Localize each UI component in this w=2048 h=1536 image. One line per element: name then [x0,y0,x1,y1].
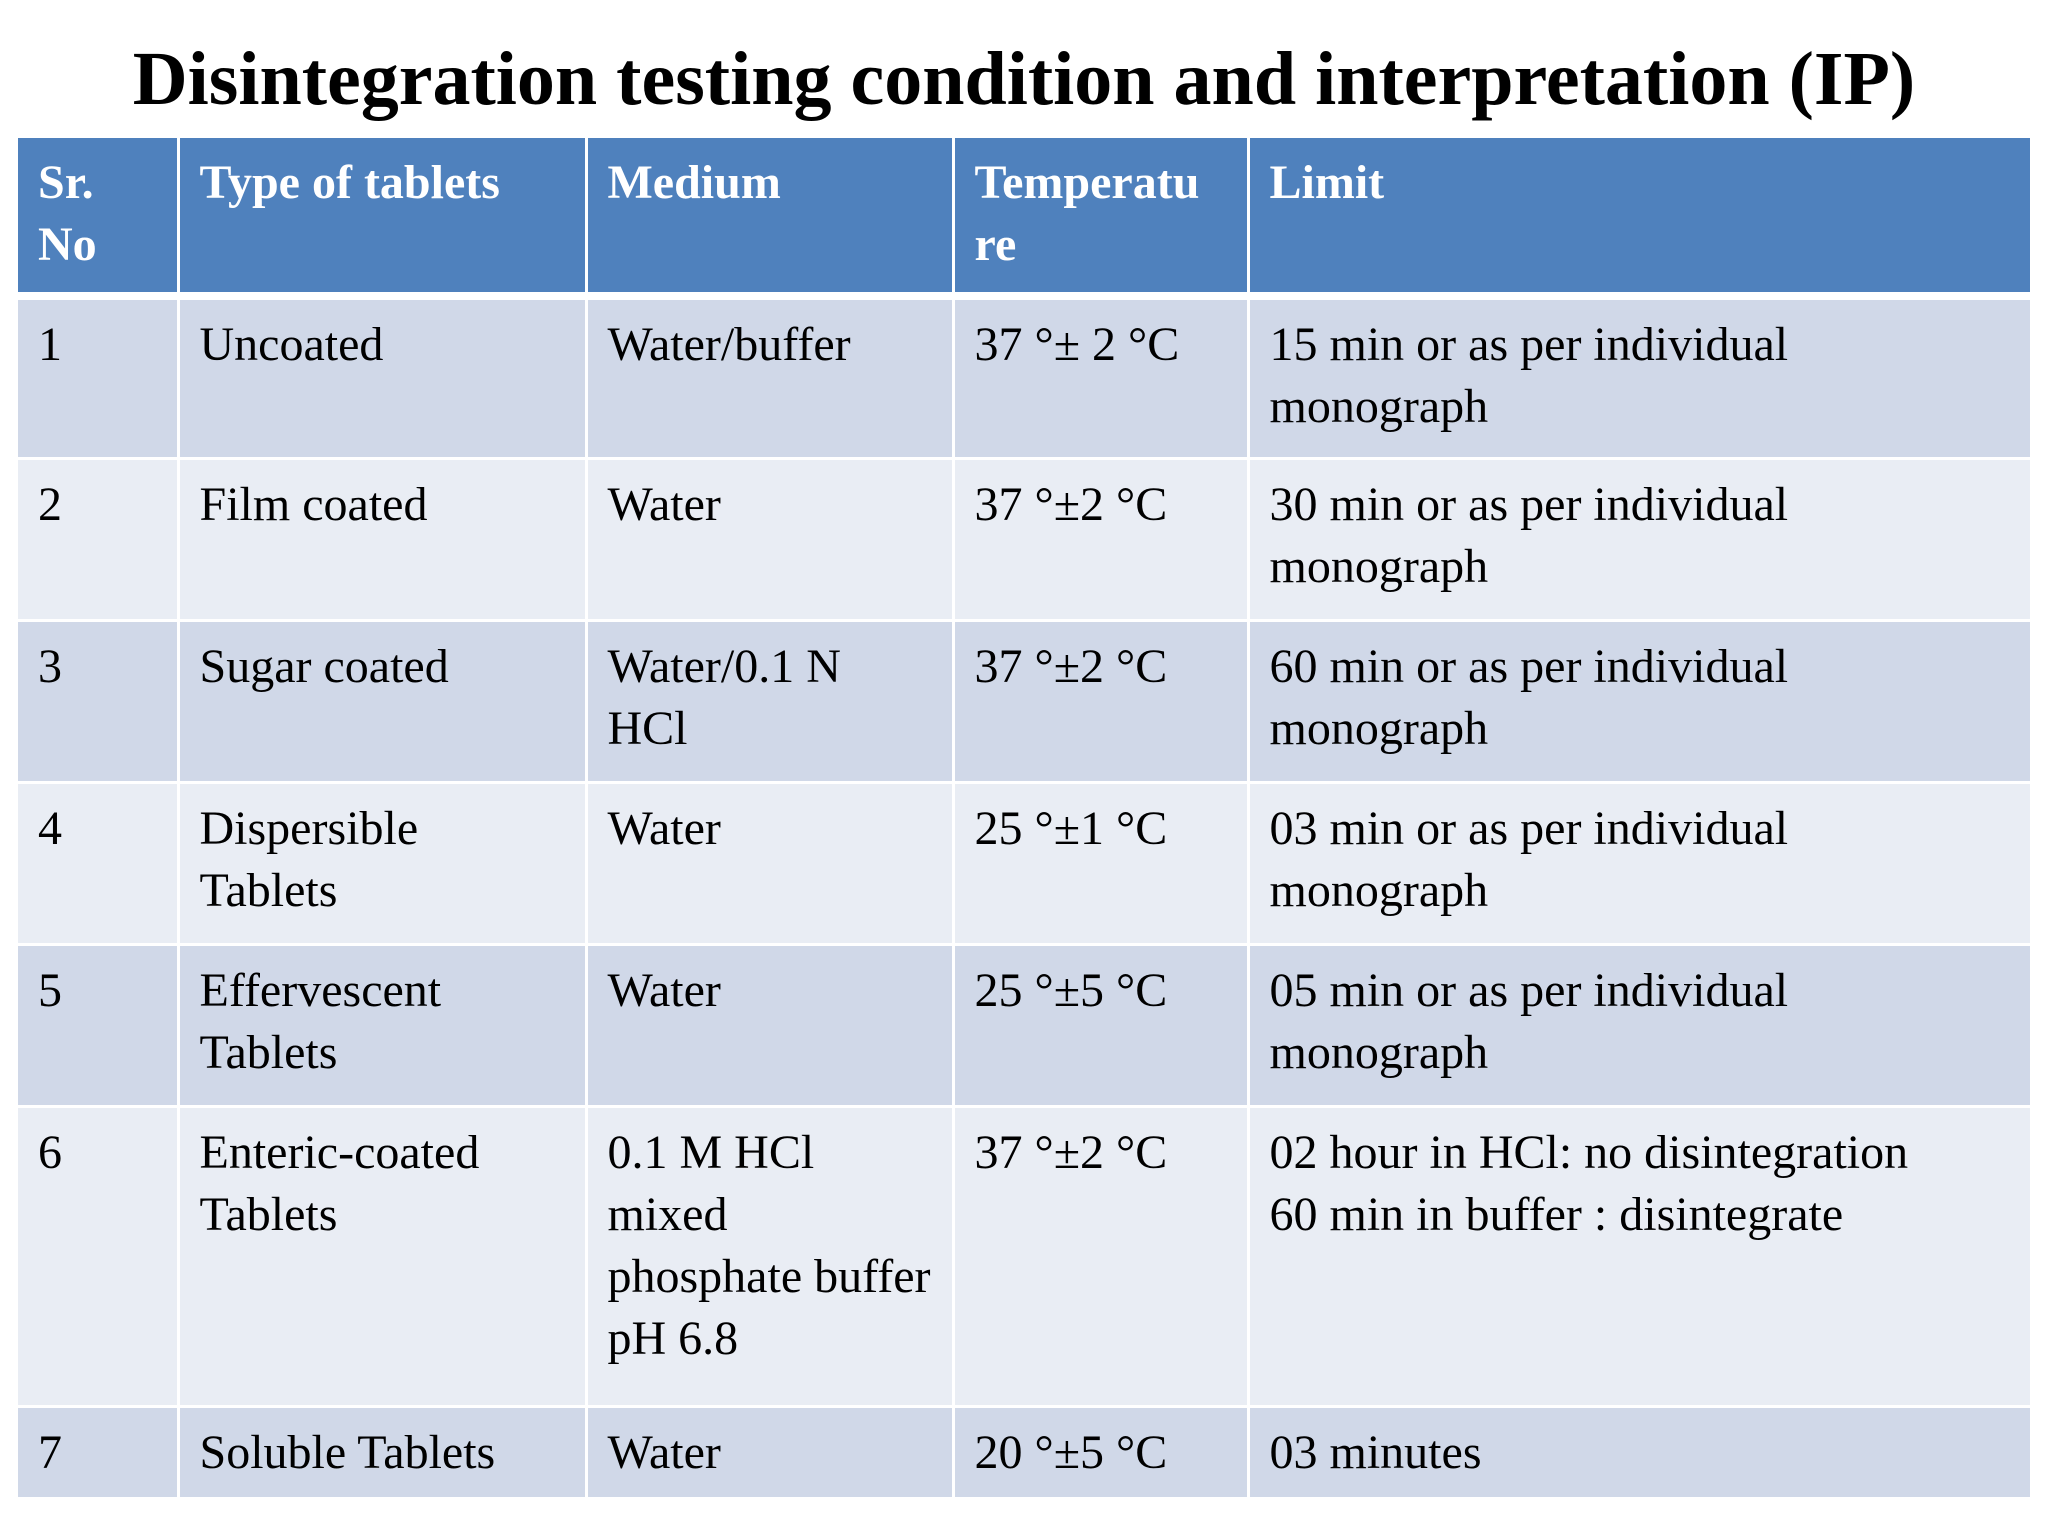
cell-sr: 1 [18,296,180,460]
table-row: 1 Uncoated Water/buffer 37 °± 2 °C 15 mi… [18,296,2030,460]
cell-type: Film coated [178,458,588,622]
cell-temperature: 37 °±2 °C [953,620,1250,784]
cell-medium: Water/buffer [586,296,955,460]
header-medium: Medium [586,138,955,300]
table-row: 4 Dispersible Tablets Water 25 °±1 °C 03… [18,782,2030,946]
cell-limit: 03 min or as per individual monograph [1248,782,2030,946]
table-row: 5 Effervescent Tablets Water 25 °±5 °C 0… [18,944,2030,1108]
cell-medium: Water [586,782,955,946]
header-sr-no: Sr. No [18,138,180,300]
limit-line-buffer: 60 min in buffer : disintegrate [1269,1187,1844,1241]
cell-limit: 15 min or as per individual monograph [1248,296,2030,460]
cell-sr: 3 [18,620,180,784]
cell-type: Soluble Tablets [178,1406,588,1500]
cell-sr: 4 [18,782,180,946]
slide-title: Disintegration testing condition and int… [132,37,1916,121]
cell-limit: 03 minutes [1248,1406,2030,1500]
disintegration-table: Sr. No Type of tablets Medium Temperatu … [18,138,2030,1500]
cell-type: Enteric-coated Tablets [178,1106,588,1408]
table-row: 2 Film coated Water 37 °±2 °C 30 min or … [18,458,2030,622]
cell-temperature: 25 °±1 °C [953,782,1250,946]
cell-medium: Water [586,944,955,1108]
table-header-row: Sr. No Type of tablets Medium Temperatu … [18,138,2030,300]
cell-type: Sugar coated [178,620,588,784]
cell-medium: 0.1 M HCl mixed phosphate buffer pH 6.8 [586,1106,955,1408]
cell-medium: Water/0.1 N HCl [586,620,955,784]
cell-medium: Water [586,1406,955,1500]
table-row: 7 Soluble Tablets Water 20 °±5 °C 03 min… [18,1406,2030,1500]
header-limit: Limit [1248,138,2030,300]
table-row: 6 Enteric-coated Tablets 0.1 M HCl mixed… [18,1106,2030,1408]
cell-limit: 30 min or as per individual monograph [1248,458,2030,622]
cell-sr: 5 [18,944,180,1108]
cell-type: Uncoated [178,296,588,460]
cell-limit: 05 min or as per individual monograph [1248,944,2030,1108]
cell-limit: 60 min or as per individual monograph [1248,620,2030,784]
cell-temperature: 20 °±5 °C [953,1406,1250,1500]
cell-type: Dispersible Tablets [178,782,588,946]
header-temperature: Temperatu re [953,138,1250,300]
cell-type: Effervescent Tablets [178,944,588,1108]
cell-temperature: 37 °±2 °C [953,1106,1250,1408]
cell-sr: 6 [18,1106,180,1408]
cell-sr: 7 [18,1406,180,1500]
cell-sr: 2 [18,458,180,622]
cell-temperature: 25 °±5 °C [953,944,1250,1108]
table-row: 3 Sugar coated Water/0.1 N HCl 37 °±2 °C… [18,620,2030,784]
cell-temperature: 37 °± 2 °C [953,296,1250,460]
limit-line-hcl: 02 hour in HCl: no disintegration [1269,1125,1909,1179]
cell-limit: 02 hour in HCl: no disintegration 60 min… [1248,1106,2030,1408]
cell-temperature: 37 °±2 °C [953,458,1250,622]
header-type-of-tablets: Type of tablets [178,138,588,300]
cell-medium: Water [586,458,955,622]
